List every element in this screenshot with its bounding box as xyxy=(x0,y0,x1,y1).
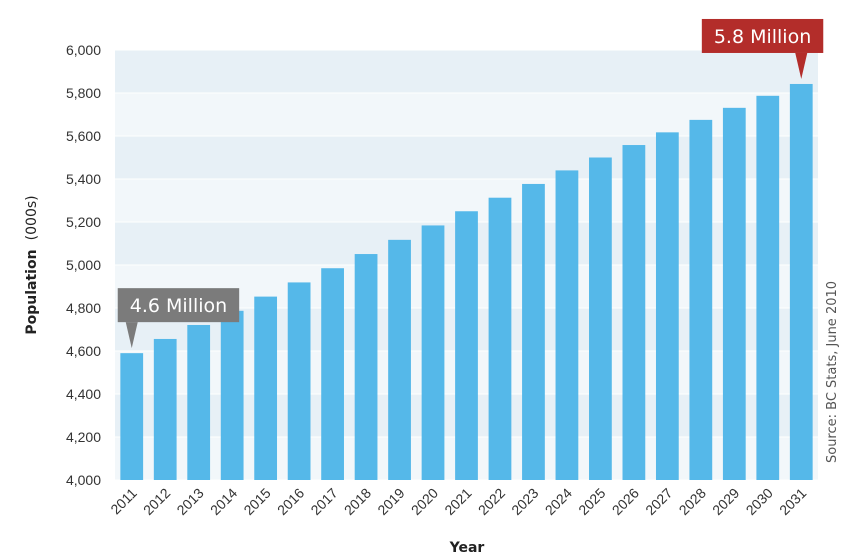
bar-2028 xyxy=(689,120,712,480)
x-tick-label: 2026 xyxy=(609,485,642,518)
y-axis-title-main: Population xyxy=(24,249,40,334)
bar-2031 xyxy=(790,84,813,480)
x-tick-label: 2028 xyxy=(676,485,709,518)
bar-2014 xyxy=(221,311,244,480)
x-tick-label: 2013 xyxy=(173,485,206,518)
bar-2019 xyxy=(388,240,411,480)
x-tick-label: 2016 xyxy=(274,485,307,518)
y-tick-label: 5,200 xyxy=(66,214,101,230)
callout-label: 4.6 Million xyxy=(130,295,227,317)
y-tick-label: 4,800 xyxy=(66,300,101,316)
x-tick-label: 2027 xyxy=(642,485,675,518)
bar-2016 xyxy=(288,282,311,480)
bar-2018 xyxy=(355,254,378,480)
y-tick-label: 5,400 xyxy=(66,171,101,187)
plot-band xyxy=(115,93,818,136)
y-axis-title: Population (000s) xyxy=(21,195,40,334)
y-tick-label: 4,600 xyxy=(66,343,101,359)
y-axis-ticks: 4,000 4,200 4,400 4,600 4,800 5,000 5,200 5,400… xyxy=(66,42,101,488)
x-tick-label: 2012 xyxy=(140,485,173,518)
bar-2026 xyxy=(622,145,645,480)
bar-2023 xyxy=(522,184,545,480)
x-tick-label: 2019 xyxy=(374,485,407,518)
y-axis-title-unit: (000s) xyxy=(24,195,40,240)
x-tick-label: 2015 xyxy=(240,485,273,518)
x-tick-label: 2025 xyxy=(575,485,608,518)
x-axis-ticks: 2011 2012 2013 2014 2015 2016 2017 2018 2019 2020… xyxy=(107,485,809,518)
y-tick-label: 4,000 xyxy=(66,472,101,488)
x-tick-label: 2029 xyxy=(709,485,742,518)
bar-2029 xyxy=(723,108,746,480)
x-tick-label: 2018 xyxy=(341,485,374,518)
source-note: Source: BC Stats, June 2010 xyxy=(825,281,840,463)
x-tick-label: 2031 xyxy=(776,485,809,518)
x-tick-label: 2022 xyxy=(475,485,508,518)
bar-2020 xyxy=(422,225,445,480)
bar-2012 xyxy=(154,339,177,480)
bar-2025 xyxy=(589,158,612,481)
bar-2011 xyxy=(120,353,143,480)
plot-band xyxy=(115,50,818,93)
bar-2022 xyxy=(489,198,512,480)
x-tick-label: 2030 xyxy=(743,485,776,518)
bar-2015 xyxy=(254,297,277,480)
y-tick-label: 5,000 xyxy=(66,257,101,273)
x-tick-label: 2017 xyxy=(307,485,340,518)
y-tick-label: 5,800 xyxy=(66,85,101,101)
x-tick-label: 2020 xyxy=(408,485,441,518)
bar-2024 xyxy=(556,170,579,480)
x-tick-label: 2021 xyxy=(441,485,474,518)
bar-2017 xyxy=(321,268,344,480)
plot-band xyxy=(115,136,818,179)
x-tick-label: 2023 xyxy=(508,485,541,518)
x-axis-title: Year xyxy=(449,540,485,556)
y-tick-label: 4,200 xyxy=(66,429,101,445)
bar-2027 xyxy=(656,132,679,480)
callout-label: 5.8 Million xyxy=(714,26,811,48)
y-tick-label: 6,000 xyxy=(66,42,101,58)
x-tick-label: 2014 xyxy=(207,485,240,518)
x-tick-label: 2024 xyxy=(542,485,575,518)
x-tick-label: 2011 xyxy=(107,485,140,518)
bar-2021 xyxy=(455,211,478,480)
y-tick-label: 5,600 xyxy=(66,128,101,144)
bar-2030 xyxy=(756,96,779,480)
bar-2013 xyxy=(187,325,210,480)
y-tick-label: 4,400 xyxy=(66,386,101,402)
